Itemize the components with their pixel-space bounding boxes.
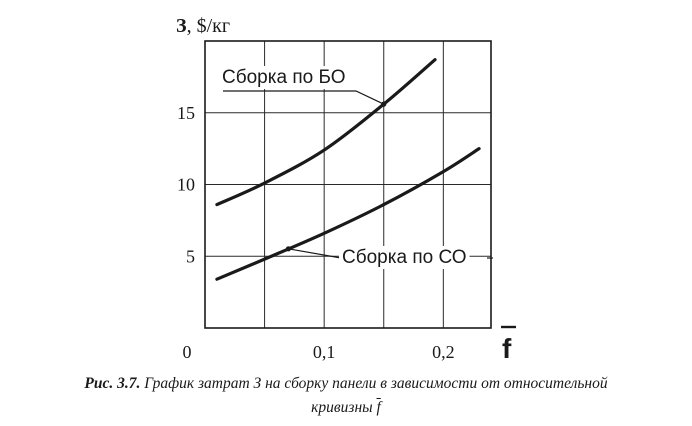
x-tick-label: 0 — [183, 342, 192, 362]
series-layer — [215, 58, 481, 281]
annotation-label-background — [339, 246, 470, 269]
tick-labels: 5 10 15 0 0,1 0,2 — [177, 103, 455, 362]
x-tick-label: 0,1 — [313, 342, 336, 362]
x-axis-label-text: f — [502, 333, 512, 364]
series-label: Сборка по СО — [342, 247, 467, 268]
annotation-leader-line — [223, 90, 385, 105]
caption-symbol: f — [376, 399, 381, 416]
annotation-anchor-point — [381, 101, 387, 107]
x-tick-label: 0,2 — [432, 342, 455, 362]
annotation-anchor-point — [285, 246, 292, 252]
y-tick-label: 10 — [177, 175, 195, 195]
caption-figure-number: Рис. 3.7. — [84, 375, 141, 392]
y-tick-label: 5 — [186, 246, 195, 266]
y-tick-label: 15 — [177, 103, 195, 123]
series-line — [215, 58, 437, 207]
series-line — [215, 147, 481, 281]
caption-text: График затрат З на сборку панели в завис… — [140, 375, 608, 392]
y-axis-label-unit: , $/кг — [187, 15, 230, 37]
annotation-label-background — [219, 66, 349, 89]
figure-caption: Рис. 3.7. График затрат З на сборку пане… — [20, 372, 672, 420]
plot-frame — [204, 40, 492, 329]
annotation-leader-line — [288, 248, 342, 259]
annotations: Сборка по БО Сборка по СО — [219, 66, 493, 269]
y-axis-label: З, $/кг — [176, 15, 230, 37]
y-axis-label-symbol: З — [176, 15, 187, 37]
x-axis-label: f — [501, 325, 516, 364]
series-label: Сборка по БО — [222, 67, 345, 88]
caption-text-line2: кривизны — [311, 399, 377, 416]
